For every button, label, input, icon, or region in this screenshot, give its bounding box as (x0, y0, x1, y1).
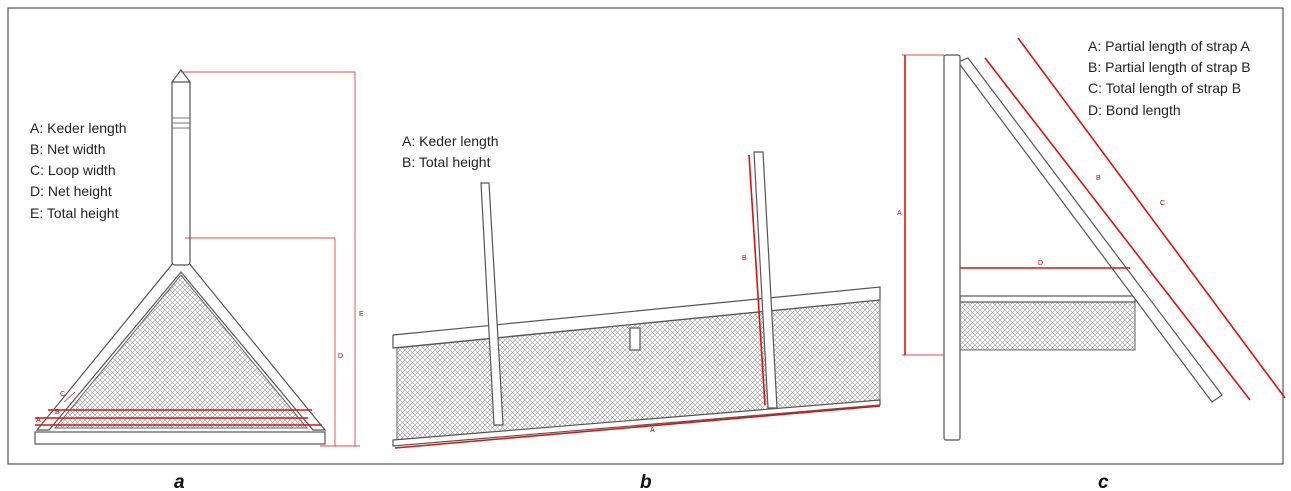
dimension-label: C (60, 391, 65, 398)
legend-item: C: Loop width (30, 162, 116, 178)
dimension-label: B (55, 409, 60, 416)
legend-item: C: Total length of strap B (1088, 80, 1241, 96)
legend-item: A: Keder length (30, 120, 127, 136)
net (55, 275, 307, 428)
legend-item: B: Net width (30, 141, 105, 157)
dimension-label: D (1038, 260, 1043, 267)
legend-item: E: Total height (30, 205, 119, 221)
dimension-label: A (36, 417, 41, 424)
dimension-label: B (1096, 175, 1101, 182)
page: A B C D E A: Keder length B: Net width C… (0, 0, 1291, 491)
dimension-label: A (650, 427, 655, 434)
legend-item: A: Partial length of strap A (1088, 38, 1251, 54)
panel-label: a (174, 472, 185, 491)
post (172, 80, 190, 265)
dimension-label: E (359, 311, 364, 318)
panel-label: b (640, 472, 652, 491)
legend-item: D: Net height (30, 183, 112, 199)
keder (960, 296, 1135, 302)
panel-c: A B C D A: Partial length of strap A B: … (897, 38, 1285, 491)
post (944, 55, 960, 440)
panel-b: A B A: Keder length B: Total height b (393, 133, 880, 491)
dimension-label: D (338, 353, 343, 360)
legend: A: Keder length B: Net width C: Loop wid… (30, 120, 127, 221)
panel-a: A B C D E A: Keder length B: Net width C… (30, 70, 364, 491)
dimension-label: A (897, 210, 902, 217)
figure: A B C D E A: Keder length B: Net width C… (0, 0, 1291, 491)
dimension-label: C (1160, 200, 1165, 207)
legend: A: Keder length B: Total height (402, 133, 499, 170)
legend-item: D: Bond length (1088, 102, 1181, 118)
panel-label: c (1098, 472, 1109, 491)
legend: A: Partial length of strap A B: Partial … (1088, 38, 1251, 118)
dimension-label: B (742, 255, 747, 262)
base-bar (35, 432, 325, 444)
net (960, 298, 1135, 350)
legend-item: B: Partial length of strap B (1088, 59, 1251, 75)
legend-item: B: Total height (402, 154, 491, 170)
legend-item: A: Keder length (402, 133, 499, 149)
clip (630, 328, 640, 350)
